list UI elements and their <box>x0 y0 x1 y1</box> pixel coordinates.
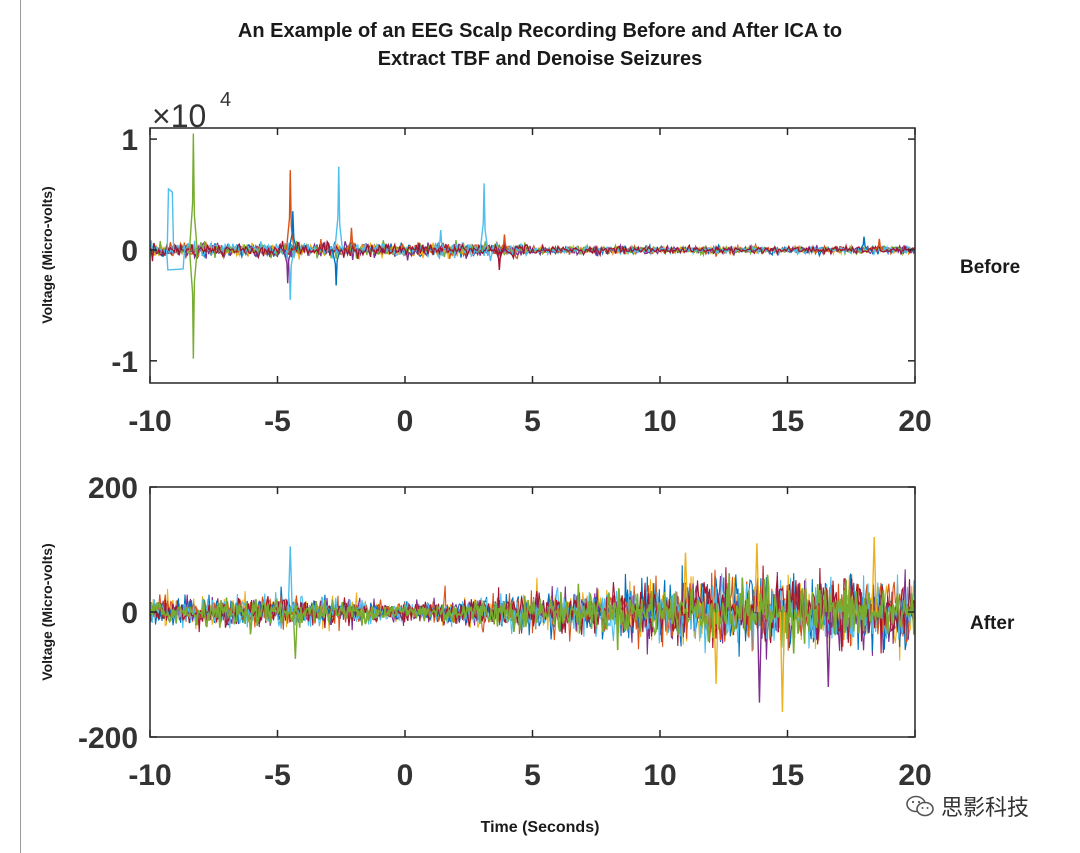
before-artifact-green <box>188 249 198 359</box>
before-panel: ×10 4 -10 -5 0 5 10 15 20-101 Voltage (Micro-v… <box>39 89 1020 438</box>
before-artifact-blue <box>331 249 341 286</box>
left-border-line <box>20 0 21 853</box>
after-side-label: After <box>970 613 1015 634</box>
x-tick-label: 15 <box>771 405 804 438</box>
after-peak-green <box>292 611 299 659</box>
after-peak-purple <box>756 611 763 703</box>
before-artifact-cyan <box>436 229 446 251</box>
after-peak-purple <box>825 611 832 688</box>
before-traces <box>149 133 916 359</box>
after-peak-yellow <box>682 552 689 613</box>
y-tick-label: 200 <box>88 472 138 505</box>
x-tick-label: 10 <box>643 759 676 792</box>
before-artifact-orange <box>285 170 295 251</box>
y-tick-label: 0 <box>121 235 138 268</box>
x-tick-label: 0 <box>397 405 414 438</box>
y-tick-label: 1 <box>121 124 138 157</box>
before-artifact-cyan <box>166 187 175 250</box>
after-peak-yellow <box>779 611 786 713</box>
chart-title-line-1: An Example of an EEG Scalp Recording Bef… <box>237 20 843 42</box>
after-traces <box>149 536 916 713</box>
x-tick-label: -10 <box>128 405 171 438</box>
x-tick-label: 20 <box>898 405 931 438</box>
watermark-text: 思影科技 <box>941 796 1030 821</box>
before-artifact-orange <box>874 238 884 251</box>
before-ticks: -10 -5 0 5 10 15 20-101 <box>111 124 931 438</box>
before-artifact-cyan <box>479 183 489 251</box>
before-axes-box <box>149 127 916 384</box>
y-tick-label: 0 <box>121 597 138 630</box>
before-trace-cyan <box>149 240 916 262</box>
after-peak-cyan <box>287 546 293 613</box>
x-tick-label: -10 <box>128 759 171 792</box>
xlabel: Time (Seconds) <box>481 819 600 836</box>
after-panel: -10 -5 0 5 10 15 20 -200 0 200 Voltage (Micro-vol… <box>39 472 1015 836</box>
before-artifact-cyan <box>165 249 186 271</box>
after-ylabel: Voltage (Micro-volts) <box>39 543 55 680</box>
before-trace-red <box>149 239 916 262</box>
before-artifact-green <box>188 133 198 251</box>
y-tick-label: -200 <box>78 722 138 755</box>
wechat-icon <box>906 795 934 817</box>
before-artifact-blue <box>288 211 298 251</box>
after-peak-yellow <box>754 543 760 613</box>
x-tick-label: -5 <box>264 405 291 438</box>
after-trace-green <box>149 573 916 654</box>
x-tick-label: 20 <box>898 759 931 792</box>
before-ylabel: Voltage (Micro-volts) <box>39 186 55 323</box>
x-tick-label: 0 <box>397 759 414 792</box>
before-side-label: Before <box>960 257 1020 278</box>
after-ticks: -10 -5 0 5 10 15 20 -200 0 200 <box>78 472 932 792</box>
x-tick-label: 5 <box>524 759 541 792</box>
after-peak-yellow <box>871 536 877 613</box>
x-tick-label: -5 <box>264 759 291 792</box>
chart-title-line-2: Extract TBF and Denoise Seizures <box>377 48 703 70</box>
before-artifact-orange <box>346 227 356 251</box>
after-peak-yellow <box>713 611 719 684</box>
before-artifact-purple <box>283 249 293 284</box>
before-artifact-cyan <box>334 166 344 251</box>
watermark: 思影科技 <box>905 790 1029 822</box>
x-tick-label: 5 <box>524 405 541 438</box>
before-artifact-red <box>494 249 504 270</box>
x-tick-label: 15 <box>771 759 804 792</box>
x-tick-label: 10 <box>643 405 676 438</box>
before-artifact-blue <box>859 236 869 251</box>
y-tick-label: -1 <box>111 346 138 379</box>
exponent-power: 4 <box>220 89 231 111</box>
before-artifact-orange <box>499 234 509 251</box>
